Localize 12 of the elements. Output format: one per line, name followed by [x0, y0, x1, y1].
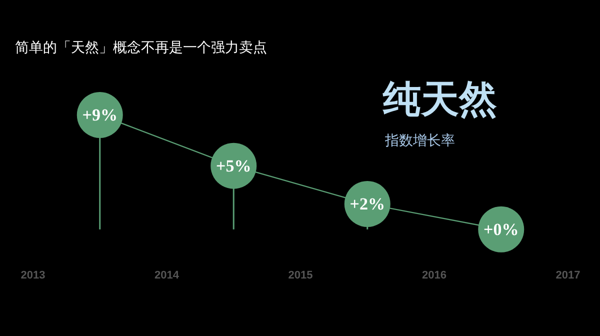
x-tick-label: 2015 [288, 270, 313, 282]
annotation: 指数增长率 [384, 133, 455, 149]
x-tick-label: 2014 [154, 270, 180, 282]
data-label: +0% [484, 220, 519, 239]
data-label: +2% [350, 194, 385, 214]
data-label: +9% [82, 106, 118, 124]
x-tick-label: 2013 [20, 270, 46, 282]
x-tick-label: 2017 [556, 270, 580, 282]
x-tick-label: 2016 [422, 270, 446, 282]
annotation: 纯天然 [382, 77, 497, 121]
data-label: +5% [216, 156, 252, 176]
chart-title: 简单的「天然」概念不再是一个强力卖点 [15, 40, 267, 56]
